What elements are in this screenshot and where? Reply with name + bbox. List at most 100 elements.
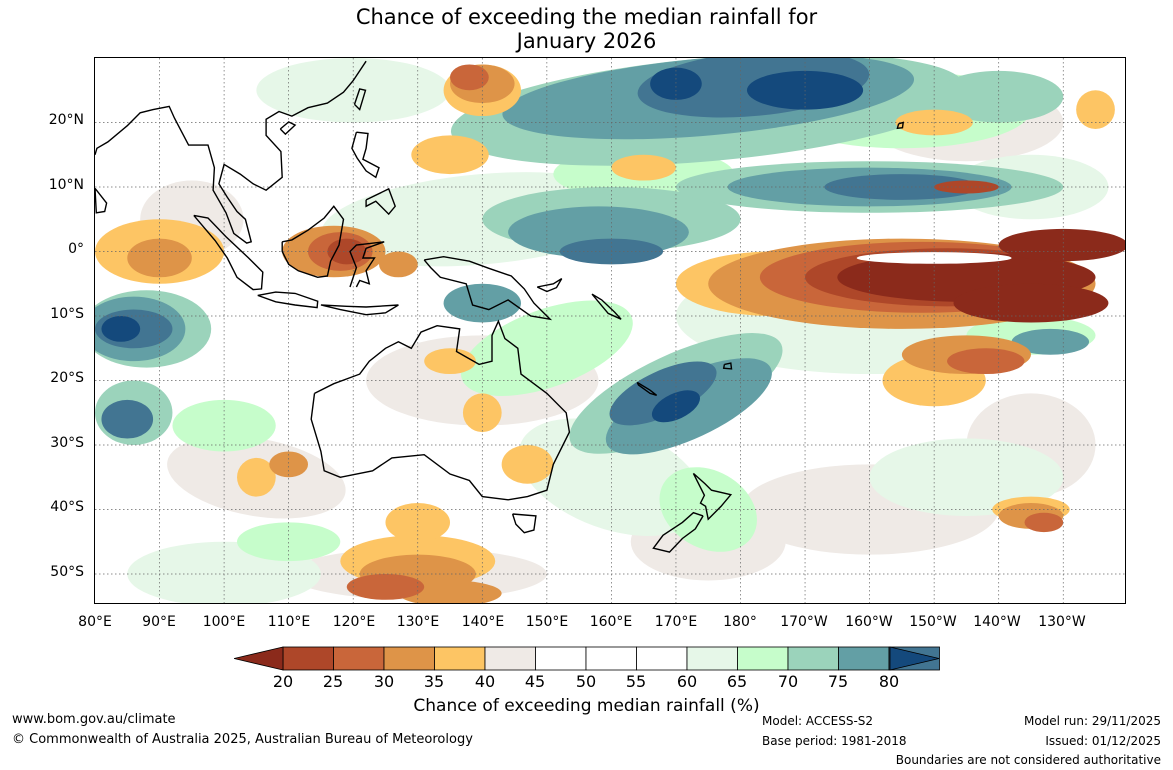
coastline	[896, 121, 905, 130]
probability-region	[1024, 512, 1064, 533]
coastline	[353, 88, 367, 111]
probability-region	[650, 67, 702, 100]
map-title-line-2: January 2026	[516, 29, 657, 53]
colorbar-bin	[333, 646, 385, 671]
lon-label-90e: 90°E	[142, 614, 176, 630]
probability-region	[611, 154, 676, 181]
map-gridlines	[95, 58, 1125, 603]
lat-label-40s: 40°S	[50, 499, 84, 515]
coastline	[310, 319, 571, 501]
coastline	[591, 293, 622, 320]
lat-label-10n: 10°N	[48, 177, 84, 193]
probability-region	[1076, 90, 1115, 129]
colorbar-bin	[585, 646, 637, 671]
colorbar-bin	[838, 646, 890, 671]
probability-region	[1011, 328, 1090, 355]
colorbar-bin	[535, 646, 587, 671]
coastline	[281, 205, 345, 279]
colorbar-label-75: 75	[827, 672, 849, 691]
probability-region	[824, 174, 980, 200]
lat-label-50s: 50°S	[50, 564, 84, 580]
probability-region	[869, 438, 1064, 516]
probability-region	[101, 316, 141, 342]
colorbar-label-60: 60	[676, 672, 698, 691]
colorbar-high-extension	[889, 646, 940, 671]
probability-region	[172, 399, 276, 452]
coastline	[320, 304, 399, 316]
probability-region	[856, 252, 1012, 264]
coastline	[351, 131, 380, 179]
colorbar-label-20: 20	[272, 672, 294, 691]
lon-label-170w: 170°W	[780, 614, 828, 630]
lon-label-130e: 130°E	[396, 614, 440, 630]
lon-label-130w: 130°W	[1038, 614, 1086, 630]
colorbar-label-55: 55	[625, 672, 647, 691]
lon-label-100e: 100°E	[202, 614, 246, 630]
probability-region	[953, 283, 1109, 323]
lon-label-120e: 120°E	[332, 614, 376, 630]
probability-region	[269, 451, 309, 478]
coastline	[722, 362, 733, 370]
model-name: Model: ACCESS-S2	[762, 714, 874, 728]
coastline	[349, 241, 385, 288]
probability-region	[947, 348, 1025, 375]
probability-region	[460, 300, 633, 396]
colorbar-bin	[787, 646, 839, 671]
lat-label-equator: 0°	[68, 241, 84, 257]
coastline	[365, 187, 396, 216]
probability-region	[237, 522, 341, 562]
coastline	[511, 513, 537, 534]
lon-label-140w: 140°W	[973, 614, 1021, 630]
coastline	[95, 187, 108, 214]
colorbar-label-50: 50	[575, 672, 597, 691]
probability-region	[934, 70, 1064, 123]
lon-label-150e: 150°E	[525, 614, 569, 630]
lon-label-80e: 80°E	[78, 614, 112, 630]
lon-label-140e: 140°E	[461, 614, 505, 630]
colorbar-label-35: 35	[423, 672, 445, 691]
base-period: Base period: 1981-2018	[762, 734, 907, 748]
lon-label-170e: 170°E	[654, 614, 698, 630]
lon-label-110e: 110°E	[267, 614, 311, 630]
probability-region	[237, 457, 276, 497]
colorbar-label-80: 80	[878, 672, 900, 691]
probability-region	[609, 361, 717, 426]
lon-label-180: 180°	[723, 614, 757, 630]
probability-region	[127, 238, 192, 278]
rainfall-probability-map	[94, 57, 1126, 604]
boundaries-disclaimer: Boundaries are not considered authoritat…	[895, 753, 1161, 767]
lon-label-160e: 160°E	[589, 614, 633, 630]
coastline	[652, 511, 704, 553]
colorbar-low-extension	[234, 646, 284, 671]
model-run-date: Model run: 29/11/2025	[1023, 714, 1161, 728]
colorbar-label-40: 40	[474, 672, 496, 691]
probability-region	[101, 399, 154, 439]
probability-region	[501, 445, 554, 484]
coastline	[279, 121, 297, 136]
colorbar-bin	[686, 646, 738, 671]
coastline	[193, 214, 264, 291]
copyright-text: © Commonwealth of Australia 2025, Austra…	[12, 732, 473, 747]
colorbar-label-65: 65	[726, 672, 748, 691]
probability-region	[411, 135, 489, 175]
colorbar-bin	[737, 646, 789, 671]
lon-label-150w: 150°W	[909, 614, 957, 630]
map-title-line-1: Chance of exceeding the median rainfall …	[355, 5, 818, 29]
probability-region	[346, 574, 425, 600]
colorbar-bin	[484, 646, 536, 671]
lat-label-30s: 30°S	[50, 435, 84, 451]
probability-region	[379, 251, 418, 278]
colorbar-bin	[434, 646, 486, 671]
lat-label-10s: 10°S	[50, 306, 84, 322]
issued-date: Issued: 01/12/2025	[1045, 734, 1161, 748]
coastline	[95, 60, 367, 244]
website-link[interactable]: www.bom.gov.au/climate	[12, 712, 176, 727]
colorbar-label-30: 30	[373, 672, 395, 691]
colorbar-title: Chance of exceeding median rainfall (%)	[413, 696, 760, 716]
coastline	[692, 472, 733, 521]
probability-region	[998, 228, 1125, 262]
coastline	[536, 278, 563, 293]
probability-region	[424, 348, 476, 375]
colorbar-bin	[636, 646, 688, 671]
coastline	[423, 255, 553, 321]
